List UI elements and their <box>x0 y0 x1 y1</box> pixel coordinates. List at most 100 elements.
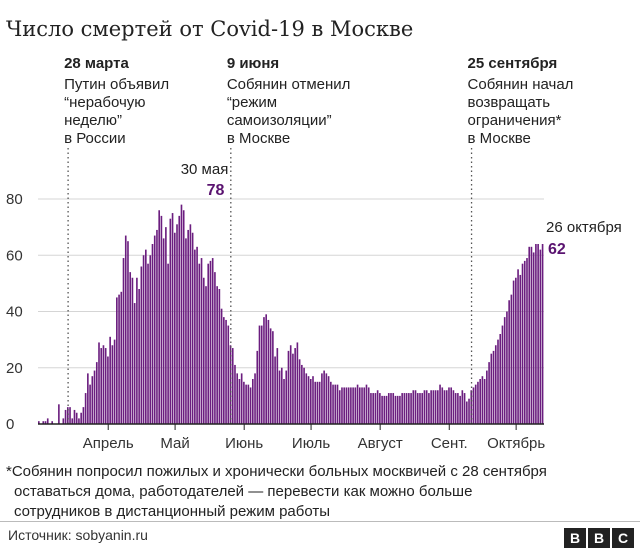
bar <box>209 260 212 425</box>
bar <box>316 381 319 424</box>
bar <box>519 274 522 424</box>
bar <box>202 277 205 424</box>
bar <box>294 348 296 424</box>
y-tick-label: 20 <box>6 360 23 377</box>
bar <box>541 244 544 424</box>
bar <box>207 263 210 424</box>
bar <box>501 325 504 424</box>
bar <box>517 269 519 424</box>
bar <box>118 294 120 425</box>
bar <box>173 232 176 424</box>
bbc-logo: B B C <box>564 528 634 548</box>
bar <box>84 393 87 424</box>
bar <box>191 232 194 424</box>
bar <box>338 390 341 424</box>
bar <box>454 393 457 424</box>
bar <box>238 379 241 424</box>
x-tick-label: Апрель <box>83 435 134 452</box>
bar <box>254 373 256 425</box>
bar <box>234 364 236 424</box>
logo-letter-b2: B <box>588 528 610 548</box>
footer-divider <box>0 521 640 522</box>
chart-title: Число смертей от Covid-19 в Москве <box>6 17 413 41</box>
bar <box>298 359 301 424</box>
bar <box>292 353 294 424</box>
bar <box>405 393 408 424</box>
bar <box>523 260 526 425</box>
bar <box>503 317 506 425</box>
bar <box>256 350 259 425</box>
bar <box>303 367 305 424</box>
bar <box>263 317 265 425</box>
bar <box>95 362 98 425</box>
bar <box>385 395 388 425</box>
bar <box>109 336 111 424</box>
bar <box>189 224 192 424</box>
bar <box>412 390 415 424</box>
bar <box>374 393 377 424</box>
bar <box>321 373 323 425</box>
bar <box>267 319 270 424</box>
bar <box>78 418 80 425</box>
bar <box>38 421 40 424</box>
bar <box>309 379 312 424</box>
bar <box>510 294 513 425</box>
bar <box>330 381 332 424</box>
bar <box>528 246 531 424</box>
x-tick-label: Сент. <box>431 435 468 452</box>
bar <box>149 255 152 424</box>
bar <box>367 387 370 424</box>
bar <box>153 235 156 424</box>
bar <box>372 393 374 424</box>
bar <box>178 215 181 425</box>
source-text: Источник: sobyanin.ru <box>8 527 148 543</box>
logo-letter-c: C <box>612 528 634 548</box>
bar <box>107 356 109 424</box>
bar <box>185 238 187 425</box>
bar <box>325 373 328 425</box>
bar <box>401 393 403 424</box>
bar <box>127 241 129 424</box>
bar <box>452 390 455 424</box>
bar <box>51 421 53 424</box>
annotation-date: 9 июня <box>227 55 279 72</box>
y-tick-label: 80 <box>6 191 23 208</box>
bar <box>58 404 60 424</box>
bar <box>365 384 368 425</box>
bar <box>278 370 281 424</box>
bar <box>82 407 85 425</box>
y-tick-label: 60 <box>6 247 23 264</box>
bar <box>345 387 348 424</box>
footnote-line-2: оставаться дома, работодателей — перевес… <box>14 483 473 500</box>
bar <box>216 286 218 424</box>
bar <box>314 381 317 424</box>
bar <box>225 319 227 424</box>
bar <box>120 291 123 424</box>
bar <box>530 246 533 424</box>
bar <box>194 249 196 425</box>
bar <box>419 393 421 424</box>
bar <box>358 387 361 424</box>
bar <box>116 297 118 424</box>
annotation-text: “нерабочую <box>64 94 145 111</box>
bar <box>477 381 479 424</box>
bar <box>258 325 261 424</box>
bar <box>399 395 401 425</box>
bar <box>421 393 424 424</box>
bar <box>89 384 91 425</box>
bar <box>474 384 477 425</box>
bar <box>445 390 448 424</box>
annotation-text: Собянин отменил <box>227 76 351 93</box>
bar <box>430 390 432 424</box>
bar <box>122 258 125 424</box>
bar <box>231 348 234 424</box>
bar <box>481 376 484 424</box>
bar <box>428 393 430 424</box>
bar <box>133 303 136 424</box>
bar <box>98 342 100 424</box>
x-axis-ticks: Апрель Май Июнь Июль Август Сент. Октябрь <box>83 424 545 452</box>
bar <box>439 384 441 425</box>
y-tick-label: 40 <box>6 304 23 321</box>
annotation-text: в России <box>64 130 126 147</box>
bar <box>334 384 337 425</box>
